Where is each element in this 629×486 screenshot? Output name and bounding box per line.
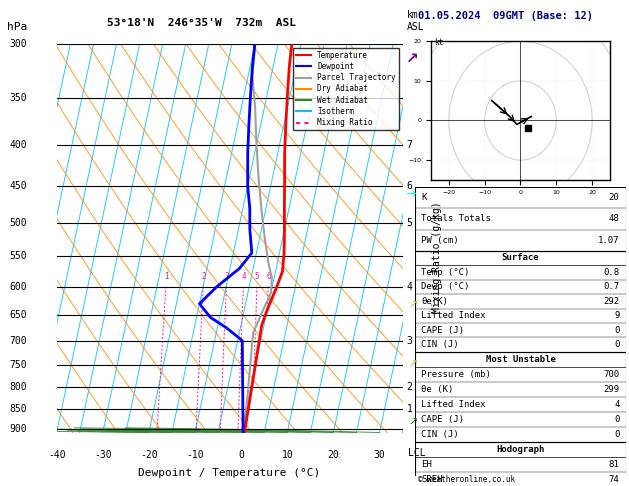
Text: Lifted Index: Lifted Index: [421, 399, 486, 409]
Text: LCL: LCL: [408, 448, 425, 458]
Text: 20: 20: [609, 193, 620, 202]
Text: -20: -20: [140, 450, 158, 460]
Text: Mixing Ratio (g/kg): Mixing Ratio (g/kg): [432, 202, 442, 313]
Text: 1: 1: [164, 272, 169, 280]
Text: 7: 7: [407, 139, 413, 150]
Text: © weatheronline.co.uk: © weatheronline.co.uk: [418, 474, 515, 484]
Text: hPa: hPa: [7, 22, 27, 32]
Text: 81: 81: [609, 460, 620, 469]
Text: Totals Totals: Totals Totals: [421, 214, 491, 224]
Text: 0: 0: [614, 415, 620, 424]
Text: 9: 9: [614, 312, 620, 320]
Text: EH: EH: [421, 460, 432, 469]
Bar: [415, 352, 626, 442]
Text: Lifted Index: Lifted Index: [421, 312, 486, 320]
Text: 700: 700: [603, 370, 620, 379]
Text: 5: 5: [407, 218, 413, 228]
Text: 74: 74: [609, 475, 620, 484]
Text: CIN (J): CIN (J): [421, 430, 459, 438]
Text: CAPE (J): CAPE (J): [421, 415, 464, 424]
Text: kt: kt: [435, 38, 443, 47]
Text: 350: 350: [9, 93, 27, 103]
Text: Dewp (°C): Dewp (°C): [421, 282, 470, 292]
Text: 292: 292: [603, 297, 620, 306]
Text: Temp (°C): Temp (°C): [421, 268, 470, 277]
Text: 600: 600: [9, 281, 27, 292]
Text: 4: 4: [614, 399, 620, 409]
Text: ↗: ↗: [409, 418, 418, 428]
Text: CIN (J): CIN (J): [421, 340, 459, 349]
Text: 850: 850: [9, 404, 27, 414]
Text: 6: 6: [266, 272, 270, 280]
Bar: [415, 187, 626, 251]
Text: 6: 6: [407, 181, 413, 191]
Text: 500: 500: [9, 218, 27, 228]
Text: Most Unstable: Most Unstable: [486, 355, 555, 364]
Bar: [415, 442, 626, 486]
Text: 53°18'N  246°35'W  732m  ASL: 53°18'N 246°35'W 732m ASL: [108, 18, 296, 28]
Text: Dewpoint / Temperature (°C): Dewpoint / Temperature (°C): [138, 468, 321, 478]
Text: 0.7: 0.7: [603, 282, 620, 292]
Text: 5: 5: [255, 272, 259, 280]
Text: 20: 20: [328, 450, 339, 460]
Text: 4: 4: [407, 281, 413, 292]
Legend: Temperature, Dewpoint, Parcel Trajectory, Dry Adiabat, Wet Adiabat, Isotherm, Mi: Temperature, Dewpoint, Parcel Trajectory…: [292, 48, 399, 130]
Text: km
ASL: km ASL: [407, 11, 425, 32]
Text: 1.07: 1.07: [598, 236, 620, 244]
Text: ↗: ↗: [409, 360, 418, 369]
Text: -30: -30: [94, 450, 111, 460]
Text: 48: 48: [609, 214, 620, 224]
Text: 4: 4: [241, 272, 246, 280]
Text: 299: 299: [603, 385, 620, 394]
Text: Hodograph: Hodograph: [496, 445, 545, 453]
Text: 0: 0: [238, 450, 244, 460]
Text: 0: 0: [614, 430, 620, 438]
Bar: [415, 251, 626, 352]
Text: K: K: [421, 193, 427, 202]
Text: CAPE (J): CAPE (J): [421, 326, 464, 335]
Text: 1: 1: [407, 404, 413, 414]
Text: 30: 30: [374, 450, 386, 460]
Text: Surface: Surface: [502, 254, 539, 262]
Text: ↗: ↗: [406, 51, 418, 66]
Text: ↗: ↗: [409, 301, 418, 311]
Text: θe (K): θe (K): [421, 385, 454, 394]
Text: Pressure (mb): Pressure (mb): [421, 370, 491, 379]
Text: 01.05.2024  09GMT (Base: 12): 01.05.2024 09GMT (Base: 12): [418, 11, 593, 21]
Text: 3: 3: [224, 272, 229, 280]
Text: 0: 0: [614, 340, 620, 349]
Text: 0.8: 0.8: [603, 268, 620, 277]
Text: 900: 900: [9, 424, 27, 434]
Text: -40: -40: [48, 450, 65, 460]
Text: 10: 10: [281, 450, 293, 460]
Text: 750: 750: [9, 360, 27, 370]
Text: -10: -10: [186, 450, 204, 460]
Text: 400: 400: [9, 139, 27, 150]
Text: 2: 2: [201, 272, 206, 280]
Text: θe(K): θe(K): [421, 297, 448, 306]
Text: 550: 550: [9, 251, 27, 261]
Text: 650: 650: [9, 310, 27, 320]
Text: →: →: [406, 188, 416, 201]
Text: 450: 450: [9, 181, 27, 191]
Text: 0: 0: [614, 326, 620, 335]
Text: 800: 800: [9, 382, 27, 392]
Text: SREH: SREH: [421, 475, 443, 484]
Text: 700: 700: [9, 336, 27, 346]
Text: PW (cm): PW (cm): [421, 236, 459, 244]
Text: 300: 300: [9, 39, 27, 49]
Text: 3: 3: [407, 336, 413, 346]
Text: 2: 2: [407, 382, 413, 392]
